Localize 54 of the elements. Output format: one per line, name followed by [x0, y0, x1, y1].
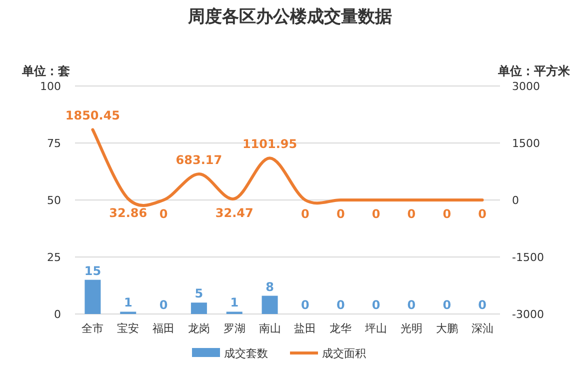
- y2-tick-label: 1500: [512, 137, 540, 150]
- data-label: 0: [159, 298, 168, 312]
- data-label: 0: [407, 207, 416, 221]
- x-tick-label: 大鹏: [436, 322, 458, 335]
- x-tick-label: 光明: [400, 322, 422, 335]
- y-tick-label: 25: [47, 251, 61, 264]
- y2-axis-title: 单位：平方米: [497, 64, 571, 78]
- x-tick-label: 深汕: [471, 322, 494, 335]
- data-label: 0: [372, 207, 380, 221]
- x-tick-label: 罗湖: [223, 322, 246, 335]
- data-label: 0: [336, 207, 345, 221]
- data-label: 0: [407, 298, 416, 312]
- y-axis-title: 单位：套: [21, 64, 70, 78]
- data-label: 0: [372, 298, 380, 312]
- data-label: 15: [84, 264, 102, 278]
- data-label: 0: [442, 207, 452, 221]
- x-tick-label: 全市: [82, 322, 104, 335]
- x-tick-label: 盐田: [294, 322, 316, 335]
- data-label: 0: [301, 207, 310, 221]
- data-label: 1101.95: [242, 137, 298, 152]
- y-tick-label: 75: [47, 137, 61, 150]
- data-label: 32.47: [215, 206, 254, 220]
- data-label: 1850.45: [65, 108, 120, 123]
- data-label: 683.17: [176, 153, 222, 168]
- x-tick-label: 龙华: [330, 322, 352, 335]
- y-tick-label: 50: [47, 194, 61, 207]
- chart-title: 周度各区办公楼成交量数据: [187, 7, 392, 27]
- y-tick-label: 100: [40, 80, 61, 93]
- data-label: 5: [194, 286, 204, 301]
- data-label: 0: [159, 207, 168, 221]
- data-label: 0: [301, 298, 310, 312]
- data-label: 32.86: [109, 206, 148, 220]
- data-label: 0: [336, 298, 345, 312]
- bar: [84, 280, 101, 314]
- x-tick-label: 坪山: [364, 322, 388, 335]
- x-tick-label: 福田: [152, 322, 175, 335]
- y2-tick-label: 0: [512, 194, 519, 207]
- data-label: 0: [442, 298, 452, 312]
- y2-tick-label: -3000: [512, 308, 544, 321]
- data-label: 0: [478, 298, 486, 312]
- bar: [190, 302, 207, 314]
- x-tick-label: 宝安: [117, 322, 140, 335]
- x-tick-label: 龙岗: [188, 322, 210, 335]
- data-label: 8: [266, 280, 274, 294]
- legend-label: 成交面积: [322, 347, 366, 360]
- bar: [262, 296, 278, 314]
- y2-tick-label: 3000: [512, 80, 540, 93]
- data-label: 1: [124, 296, 132, 310]
- data-label: 1: [230, 296, 239, 310]
- data-label: 0: [478, 207, 486, 221]
- y-tick-label: 0: [54, 308, 61, 321]
- y2-tick-label: -1500: [512, 251, 544, 264]
- legend-label: 成交套数: [224, 347, 268, 360]
- x-tick-label: 南山: [258, 322, 281, 335]
